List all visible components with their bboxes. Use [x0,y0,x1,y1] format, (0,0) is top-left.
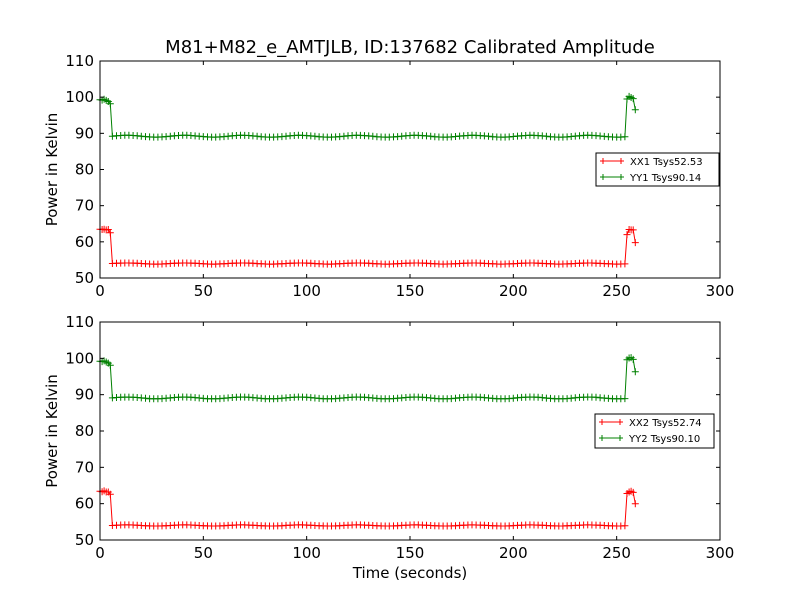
series-yy2 [96,354,639,403]
data-point-marker [621,395,629,403]
legend-box [595,152,720,187]
data-point-marker [629,355,637,363]
figure-title: M81+M82_e_AMTJLB, ID:137682 Calibrated A… [165,37,655,58]
legend-marker-swatch [618,158,624,164]
data-point-marker [629,488,637,496]
x-tick-label: 300 [706,544,735,562]
legend-entry: YY2 Tsys90.10 [599,434,700,445]
x-tick-label: 0 [95,544,105,562]
legend-marker-swatch [599,435,605,441]
top-plot-panel: 0 50 100 150 200 250 3005060708090100110Power … [43,52,734,300]
legend-marker-swatch [600,174,606,180]
y-tick-label: 110 [65,313,94,331]
data-point-marker [621,133,629,141]
series-xx1 [96,225,639,268]
y-tick-label: 50 [75,531,94,549]
y-tick-label: 80 [75,161,94,179]
legend-label: YY1 Tsys90.14 [629,173,701,184]
y-tick-label: 60 [75,233,94,251]
x-tick-label: 150 [396,282,425,300]
data-point-marker [631,239,639,247]
x-tick-label: 150 [396,544,425,562]
x-tick-label: 50 [194,282,213,300]
bottom-plot-panel: 0 50 100 150 200 250 3005060708090100110Power … [43,313,734,582]
series-yy1 [96,92,639,141]
y-tick-label: 100 [65,88,94,106]
data-point-marker [106,490,114,498]
y-tick-label: 100 [65,349,94,367]
data-point-marker [106,361,114,369]
y-tick-label: 90 [75,124,94,142]
y-axis-label: Power in Kelvin [43,113,61,227]
data-point-marker [631,368,639,376]
x-tick-label: 200 [499,544,528,562]
legend-marker-swatch [618,174,624,180]
legend: XX1 Tsys52.53 YY1 Tsys90.14 [595,152,720,187]
data-point-marker [621,260,629,268]
x-tick-label: 50 [194,544,213,562]
data-point-marker [621,522,629,530]
legend-entry: YY1 Tsys90.14 [600,173,701,184]
y-tick-label: 70 [75,197,94,215]
y-tick-label: 110 [65,52,94,70]
data-point-marker [629,95,637,103]
data-point-marker [623,231,631,239]
legend-box [594,413,715,449]
legend-marker-swatch [617,419,623,425]
legend-entry: XX1 Tsys52.53 [600,157,703,168]
legend-label: XX2 Tsys52.74 [629,418,702,429]
legend-entry: XX2 Tsys52.74 [599,418,702,429]
data-point-marker [631,500,639,508]
data-point-marker [629,226,637,234]
legend-marker-swatch [599,419,605,425]
x-axis-label: Time (seconds) [352,564,468,582]
x-tick-label: 200 [499,282,528,300]
legend-marker-swatch [617,435,623,441]
x-tick-label: 250 [602,282,631,300]
x-tick-label: 300 [706,282,735,300]
x-tick-label: 0 [95,282,105,300]
data-point-marker [106,100,114,108]
legend-marker-swatch [600,158,606,164]
legend-label: YY2 Tsys90.10 [628,434,700,445]
legend-label: XX1 Tsys52.53 [630,157,703,168]
data-point-marker [106,229,114,237]
x-tick-label: 250 [602,544,631,562]
y-tick-label: 60 [75,495,94,513]
legend: XX2 Tsys52.74 YY2 Tsys90.10 [594,413,715,449]
y-tick-label: 70 [75,458,94,476]
y-tick-label: 50 [75,269,94,287]
y-axis-label: Power in Kelvin [43,374,61,488]
data-point-marker [631,106,639,114]
x-tick-label: 100 [292,544,321,562]
x-tick-label: 100 [292,282,321,300]
y-tick-label: 80 [75,422,94,440]
y-tick-label: 90 [75,386,94,404]
